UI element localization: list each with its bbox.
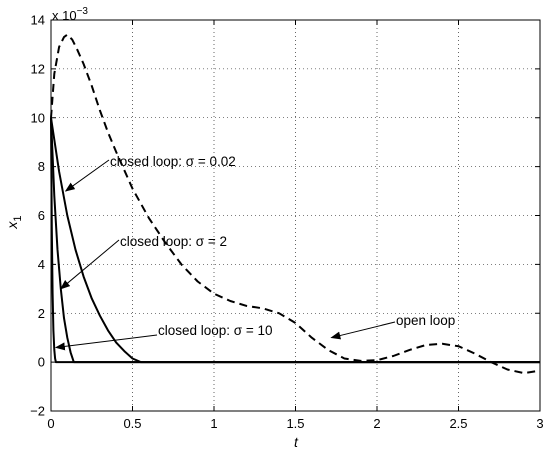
- y-tick-label: 8: [38, 159, 45, 174]
- y-tick-label: 14: [31, 13, 45, 28]
- y-axis-exponent-label: x 10−3: [52, 6, 88, 23]
- annotation-arrow: [60, 239, 120, 290]
- series-closed-loop-line-3: [50, 117, 540, 364]
- annotation-layer: closed loop: σ = 0.02 closed loop: σ = 2 c…: [54, 154, 455, 351]
- annotation-label: closed loop: σ = 10: [158, 323, 273, 338]
- series-open-loop-line: [50, 33, 541, 375]
- x-tick-label: 0.5: [123, 416, 141, 431]
- y-tick-label: −2: [30, 404, 45, 419]
- annotation-arrow: [64, 159, 110, 192]
- x-tick-label: 3: [536, 416, 543, 431]
- x-tick-label: 0: [47, 416, 54, 431]
- y-axis-label-subscript: 1: [12, 215, 24, 221]
- y-tick-label: 10: [31, 110, 45, 125]
- annotation-arrow: [54, 334, 158, 351]
- y-tick-label: 2: [38, 306, 45, 321]
- series-closed-loop-line-1: [50, 117, 540, 364]
- y-tick-label: 4: [38, 257, 45, 272]
- annotation-arrow: [330, 321, 396, 340]
- y-tick-label: 6: [38, 208, 45, 223]
- annotation-label: closed loop: σ = 2: [120, 234, 227, 249]
- series-layer: [50, 33, 541, 375]
- x-tick-label: 1.5: [286, 416, 304, 431]
- exponent-base: x 10: [52, 8, 77, 23]
- y-tick-label: 12: [31, 61, 45, 76]
- y-axis-label: x1: [4, 215, 24, 229]
- x-axis-label: t: [294, 434, 299, 450]
- y-tick-label: 0: [38, 355, 45, 370]
- x-tick-label: 2.5: [449, 416, 467, 431]
- series-closed-loop-line-2: [50, 117, 540, 364]
- y-axis-label-main: x: [4, 221, 20, 230]
- x-tick-label: 2: [373, 416, 380, 431]
- x-tick-label: 1: [210, 416, 217, 431]
- exponent-power: −3: [77, 6, 89, 17]
- annotation-label: closed loop: σ = 0.02: [110, 154, 236, 169]
- annotation-label: open loop: [396, 313, 455, 328]
